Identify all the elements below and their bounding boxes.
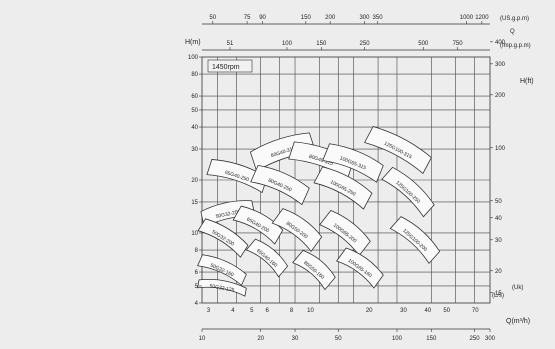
bottom-ls-tick-label: 50: [443, 308, 450, 314]
left-axis-tick-label: 40: [191, 125, 198, 131]
top-usgpm-tick-label: 1200: [475, 15, 489, 21]
top-impgpm-tick-label: 100: [282, 41, 293, 47]
bottom-m3h-tick-label: 300: [485, 336, 496, 342]
bottom-ls-tick-label: 8: [290, 308, 294, 314]
bottom-m3h-tick-label: 30: [292, 336, 299, 342]
left-axis-tick-label: 4: [195, 301, 199, 307]
region-label: 50G32-200: [215, 209, 241, 220]
region-label: 50G32-125: [209, 283, 235, 293]
region-outline: [232, 205, 284, 245]
bottom-m3h-tick-label: 10: [199, 336, 206, 342]
region-outline: [250, 164, 310, 206]
left-axis-tick-label: 20: [191, 178, 198, 184]
top-usgpm-tick-label: 50: [209, 15, 216, 21]
top-impgpm-tick-label: 150: [316, 41, 327, 47]
bottom-axes: 3 4 5 6 8 10 20 30 40 50 70 (L/s) 10 20 30 50 100 150 250 3…: [199, 293, 530, 342]
region-outline: [197, 254, 247, 286]
right-axis-tick-label: 15: [495, 291, 502, 297]
top-q-label: Q: [510, 29, 515, 35]
left-axis-tick-label: 30: [191, 147, 198, 153]
bottom-m3h-tick-label: 100: [392, 336, 403, 342]
left-axis-tick-label: 100: [188, 55, 199, 61]
left-axis-tick-label: 5: [195, 284, 199, 290]
region-outline: [197, 278, 247, 297]
right-axis-title: H(ft): [520, 78, 534, 85]
region-outline: [364, 126, 432, 175]
top-usgpm-tick-label: 90: [259, 15, 266, 21]
performance-region: 50G32-160: [197, 254, 247, 286]
bottom-ls-tick-label: 70: [472, 308, 479, 314]
left-axis-tick-label: 80: [191, 72, 198, 78]
performance-region: 80G40-250: [250, 164, 310, 206]
speed-label: 1450rpm: [212, 64, 240, 71]
bottom-ls-tick-label: 4: [231, 308, 235, 314]
top-impgpm-tick-label: 500: [418, 41, 429, 47]
region-outline: [197, 218, 249, 258]
right-axis-tick-label: 200: [495, 93, 506, 99]
bottom-ls-unit: (L/s): [492, 293, 504, 299]
top-axes: 50 75 90 150 200 300 350 1000 1200 (US.g.p.m) Q 51 1…: [202, 15, 531, 51]
top-impgpm-tick-label: 750: [453, 41, 464, 47]
bottom-m3h-tick-label: 50: [335, 336, 342, 342]
top-usgpm-tick-label: 75: [244, 15, 251, 21]
performance-region: 65G40-160: [245, 238, 289, 278]
right-axis-tick-label: 100: [495, 146, 506, 152]
top-usgpm-tick-label: 1000: [460, 15, 474, 21]
right-axis-tick-label: 300: [495, 62, 506, 68]
left-axis-tick-label: 8: [195, 248, 199, 254]
top-impgpm-tick-label: 250: [360, 41, 371, 47]
speed-box: [207, 59, 253, 73]
performance-region: 125G100-250: [381, 166, 435, 218]
bottom-ls-tick-label: 40: [425, 308, 432, 314]
region-outline: [206, 159, 268, 194]
bottom-m3h-tick-label: 20: [257, 336, 264, 342]
top-usgpm-tick-label: 150: [301, 15, 312, 21]
performance-region: 80G50-160: [292, 249, 336, 291]
bottom-ls-tick-label: 10: [307, 308, 314, 314]
region-outline: [313, 166, 373, 210]
left-axis-tick-label: 60: [191, 94, 198, 100]
bottom-ls-tick-label: 30: [400, 308, 407, 314]
region-outline: [381, 166, 435, 218]
left-axis-tick-label: 10: [191, 231, 198, 237]
right-axis-note: (Uk): [512, 285, 523, 291]
bottom-axis-title: Q(m³/h): [506, 318, 530, 325]
performance-region: 125G100-200: [389, 216, 441, 264]
region-outline: [336, 247, 384, 289]
top-usgpm-tick-label: 350: [373, 15, 384, 21]
right-axis-tick-label: 20: [495, 269, 502, 275]
top-usgpm-tick-label: 200: [325, 15, 336, 21]
region-outline: [271, 208, 323, 253]
top-usgpm-unit: (US.g.p.m): [500, 16, 529, 22]
left-axis-tick-label: 15: [191, 200, 198, 206]
right-axis-tick-label: 40: [495, 216, 502, 222]
right-axis-tick-label: 400: [495, 40, 506, 46]
bottom-ls-tick-label: 5: [250, 308, 254, 314]
side-axes: 100 80 60 50 40 30 20 15 10 8 6 5 4 H(m) 400 300 200 100 5…: [185, 39, 534, 307]
top-usgpm-tick-label: 300: [359, 15, 370, 21]
bottom-m3h-tick-label: 250: [470, 336, 481, 342]
bottom-m3h-tick-label: 150: [426, 336, 437, 342]
bottom-ls-tick-label: 6: [266, 308, 270, 314]
region-outline: [322, 143, 384, 183]
bottom-ls-tick-label: 20: [366, 308, 373, 314]
left-axis-tick-label: 50: [191, 108, 198, 114]
performance-region: 50G32-125: [197, 278, 247, 297]
top-impgpm-unit: (Imp.g.p.m): [500, 43, 531, 49]
top-impgpm-tick-label: 51: [227, 41, 234, 47]
region-outline: [389, 216, 441, 264]
bottom-ls-tick-label: 3: [207, 308, 211, 314]
region-outline: [292, 249, 336, 291]
region-outline: [245, 238, 289, 278]
right-axis-tick-label: 50: [495, 199, 502, 205]
right-axis-tick-label: 30: [495, 238, 502, 244]
left-axis-tick-label: 6: [195, 270, 199, 276]
left-axis-title: H(m): [185, 39, 201, 46]
